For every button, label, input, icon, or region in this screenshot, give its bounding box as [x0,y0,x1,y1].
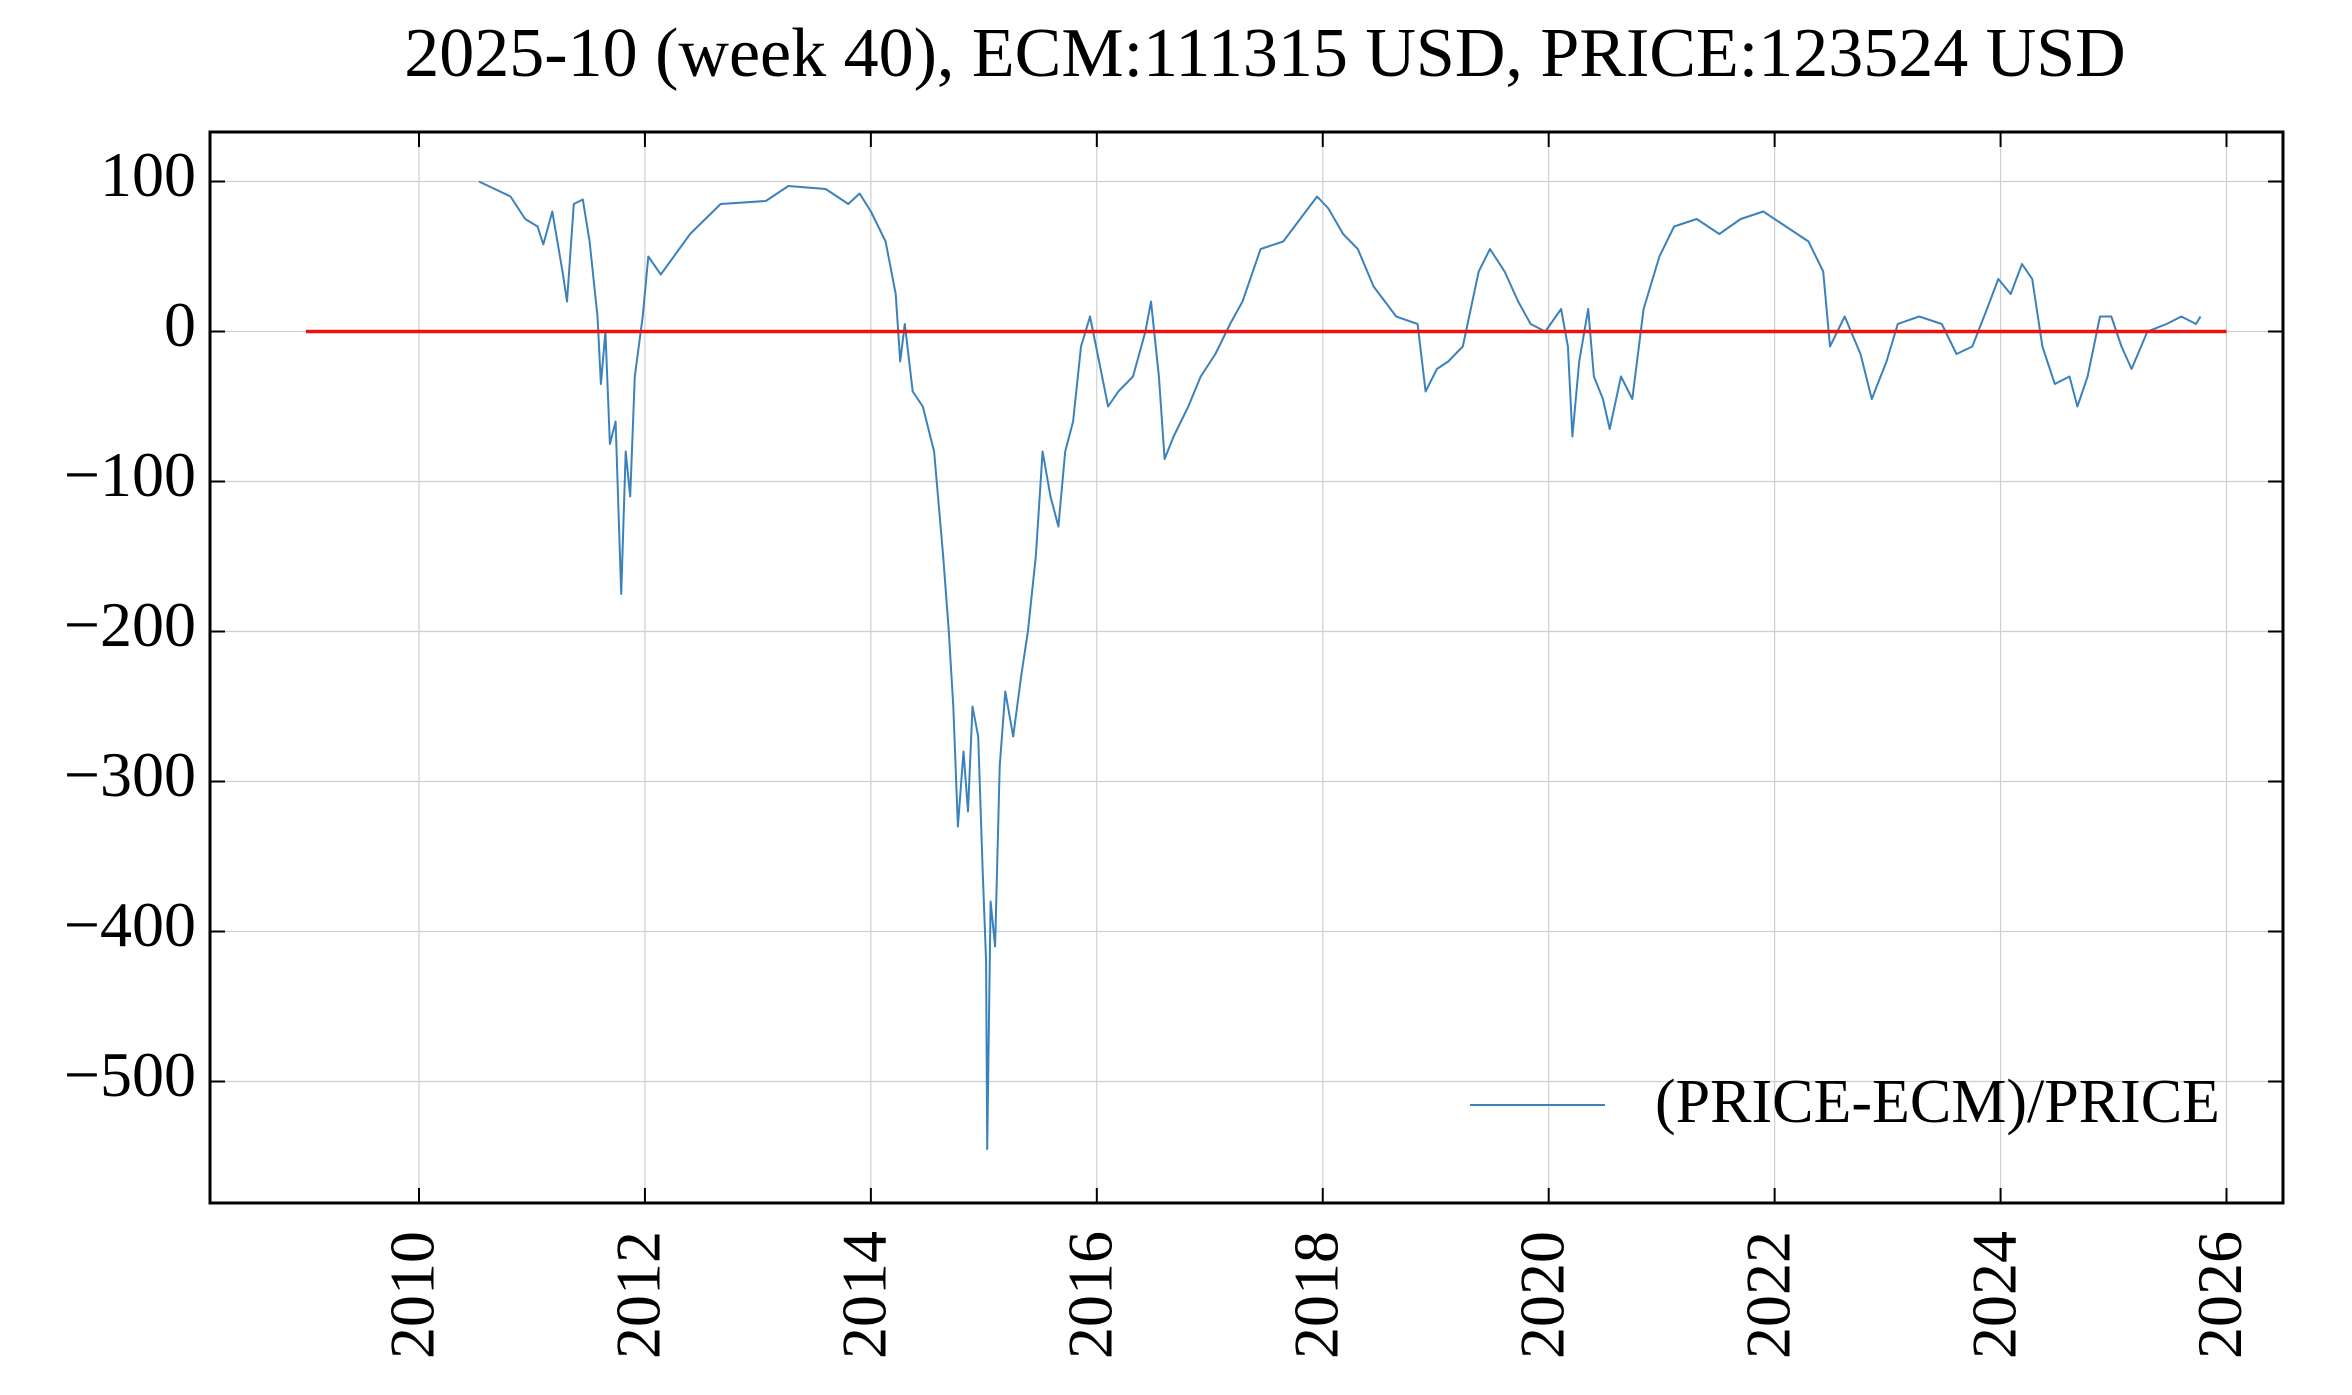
x-tick-label: 2024 [1958,1231,2029,1359]
y-tick-label: 0 [164,289,196,360]
x-tick-label: 2016 [1055,1231,1126,1359]
y-tick-label: −300 [64,739,196,810]
x-tick-label: 2022 [1732,1231,1803,1359]
x-tick-label: 2026 [2184,1231,2255,1359]
y-tick-label: −200 [64,589,196,660]
x-tick-label: 2020 [1506,1231,1577,1359]
y-tick-label: 100 [100,139,196,210]
data-line [478,180,2202,1150]
x-tick-label: 2012 [603,1231,674,1359]
x-tick-label: 2014 [829,1231,900,1359]
y-tick-label: −400 [64,889,196,960]
y-tick-label: −100 [64,439,196,510]
chart-title: 2025-10 (week 40), ECM:111315 USD, PRICE… [404,15,2125,92]
y-tick-label: −500 [64,1039,196,1110]
x-tick-label: 2018 [1280,1231,1351,1359]
x-tick-label: 2010 [377,1231,448,1359]
plot-frame [208,130,2285,1205]
legend-label: (PRICE-ECM)/PRICE [1655,1068,2220,1136]
